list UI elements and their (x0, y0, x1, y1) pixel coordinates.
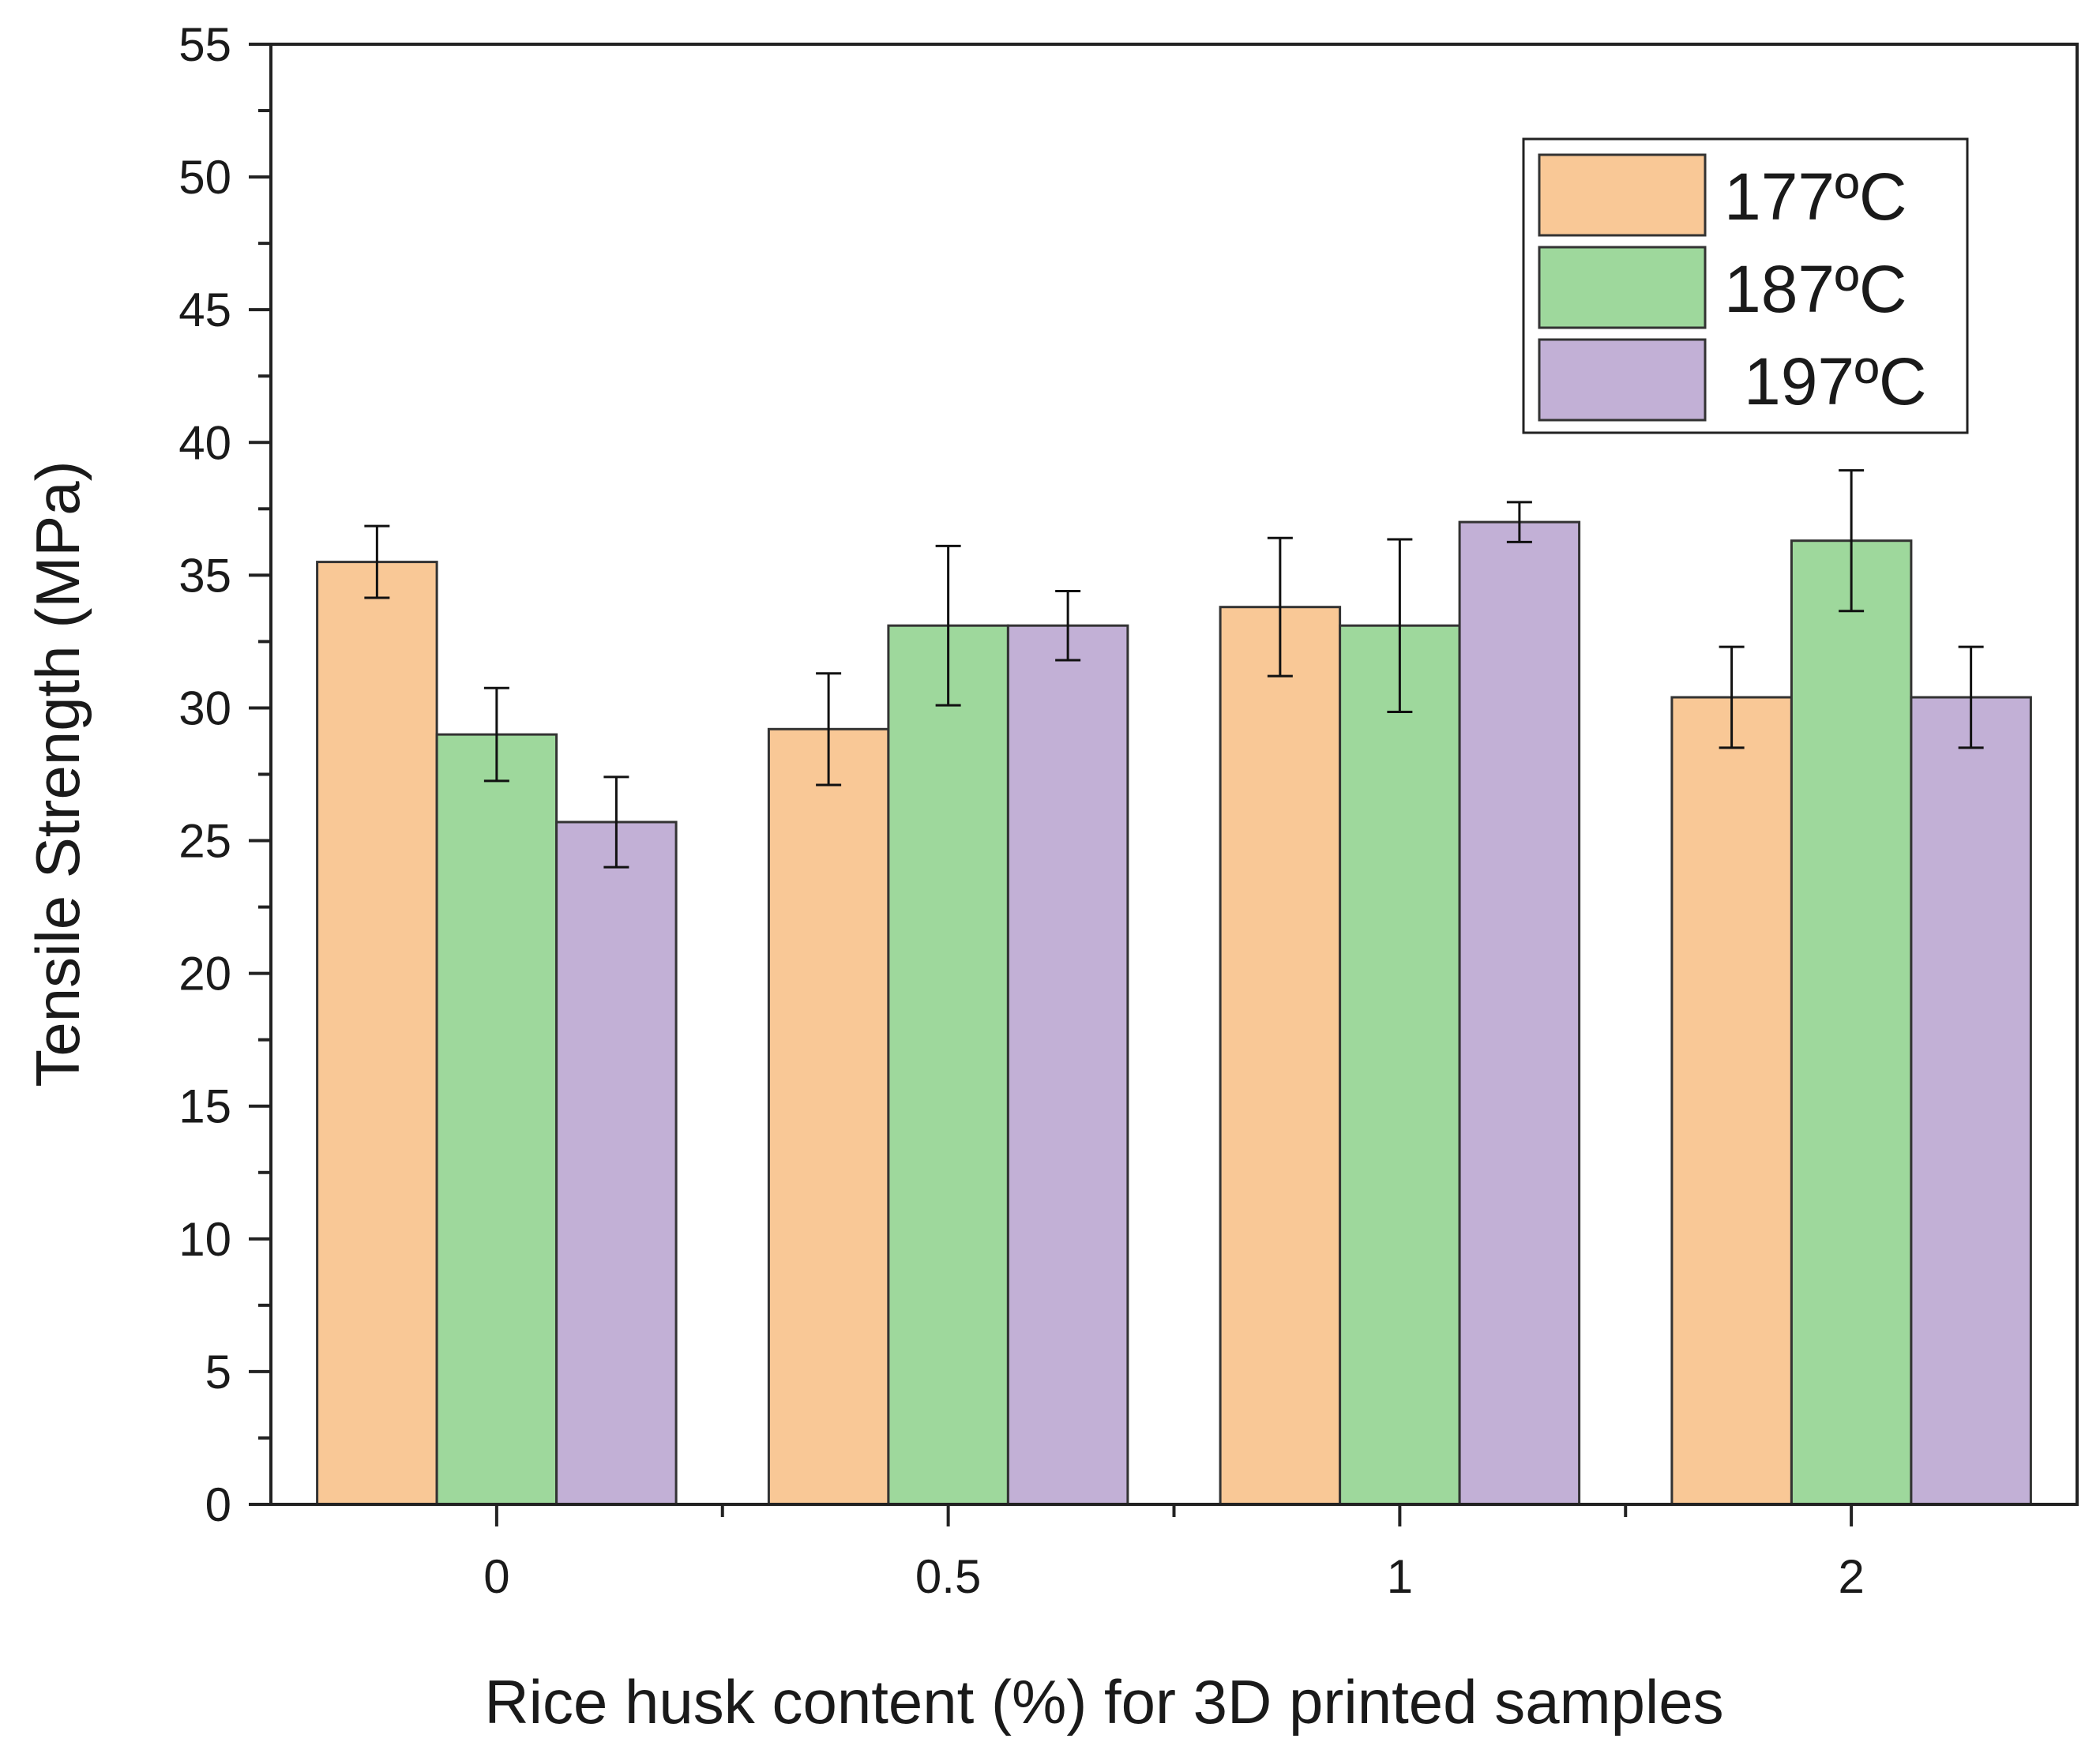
y-tick-label: 55 (178, 18, 231, 71)
error-bar-0-1 (816, 672, 842, 787)
bar-197-cat-1 (1006, 624, 1129, 1506)
x-tick-label: 0 (483, 1550, 509, 1603)
x-tick-label: 1 (1387, 1550, 1413, 1603)
x-tick-label: 2 (1838, 1550, 1864, 1603)
y-tick-label: 20 (178, 948, 231, 1001)
legend-swatch-197 (1538, 338, 1707, 422)
bar-197-cat-3 (1910, 696, 2032, 1506)
error-bar-0-0 (364, 524, 390, 599)
error-bar-1-2 (1387, 538, 1413, 713)
y-tick-label: 10 (178, 1213, 231, 1266)
bar-187-cat-3 (1790, 539, 1913, 1506)
y-tick-label: 25 (178, 815, 231, 868)
legend-swatch-187 (1538, 246, 1707, 329)
error-bar-2-0 (603, 775, 629, 869)
legend-label-177: 177ºC (1724, 160, 1907, 234)
bar-197-cat-2 (1458, 520, 1581, 1506)
error-bar-2-3 (1958, 645, 1984, 749)
y-tick-label: 40 (178, 416, 231, 469)
y-tick-label: 5 (205, 1346, 231, 1399)
y-axis-title: Tensile Strength (MPa) (23, 460, 92, 1087)
bar-187-cat-2 (1339, 624, 1461, 1506)
y-tick-label: 50 (178, 151, 231, 204)
legend: 177ºC 187ºC 197ºC (1522, 137, 1969, 434)
legend-swatch-177 (1538, 153, 1707, 237)
y-tick-label: 15 (178, 1080, 231, 1133)
bars-layer (316, 520, 2032, 1506)
y-tick-label: 35 (178, 549, 231, 602)
bar-187-cat-0 (435, 733, 558, 1506)
bar-177-cat-3 (1670, 696, 1793, 1506)
error-bar-1-1 (935, 544, 961, 707)
legend-label-187: 187ºC (1724, 252, 1907, 326)
bar-177-cat-2 (1219, 606, 1342, 1506)
error-bar-0-3 (1719, 645, 1745, 749)
bar-177-cat-0 (316, 561, 438, 1506)
error-bar-0-2 (1267, 536, 1293, 678)
y-tick-label: 45 (178, 283, 231, 336)
error-bar-1-0 (483, 686, 509, 783)
bar-177-cat-1 (767, 727, 890, 1506)
error-bar-1-3 (1839, 469, 1865, 613)
error-bars-layer (364, 469, 1984, 869)
legend-label-197: 197ºC (1744, 344, 1927, 419)
error-bar-2-2 (1506, 501, 1532, 543)
error-bar-2-1 (1055, 590, 1081, 662)
y-tick-label: 0 (205, 1478, 231, 1531)
bar-197-cat-0 (555, 820, 678, 1506)
y-tick-label: 30 (178, 681, 231, 734)
bar-187-cat-1 (887, 624, 1009, 1506)
x-axis-title: Rice husk content (%) for 3D printed sam… (484, 1667, 1723, 1737)
x-tick-label: 0.5 (915, 1550, 981, 1603)
